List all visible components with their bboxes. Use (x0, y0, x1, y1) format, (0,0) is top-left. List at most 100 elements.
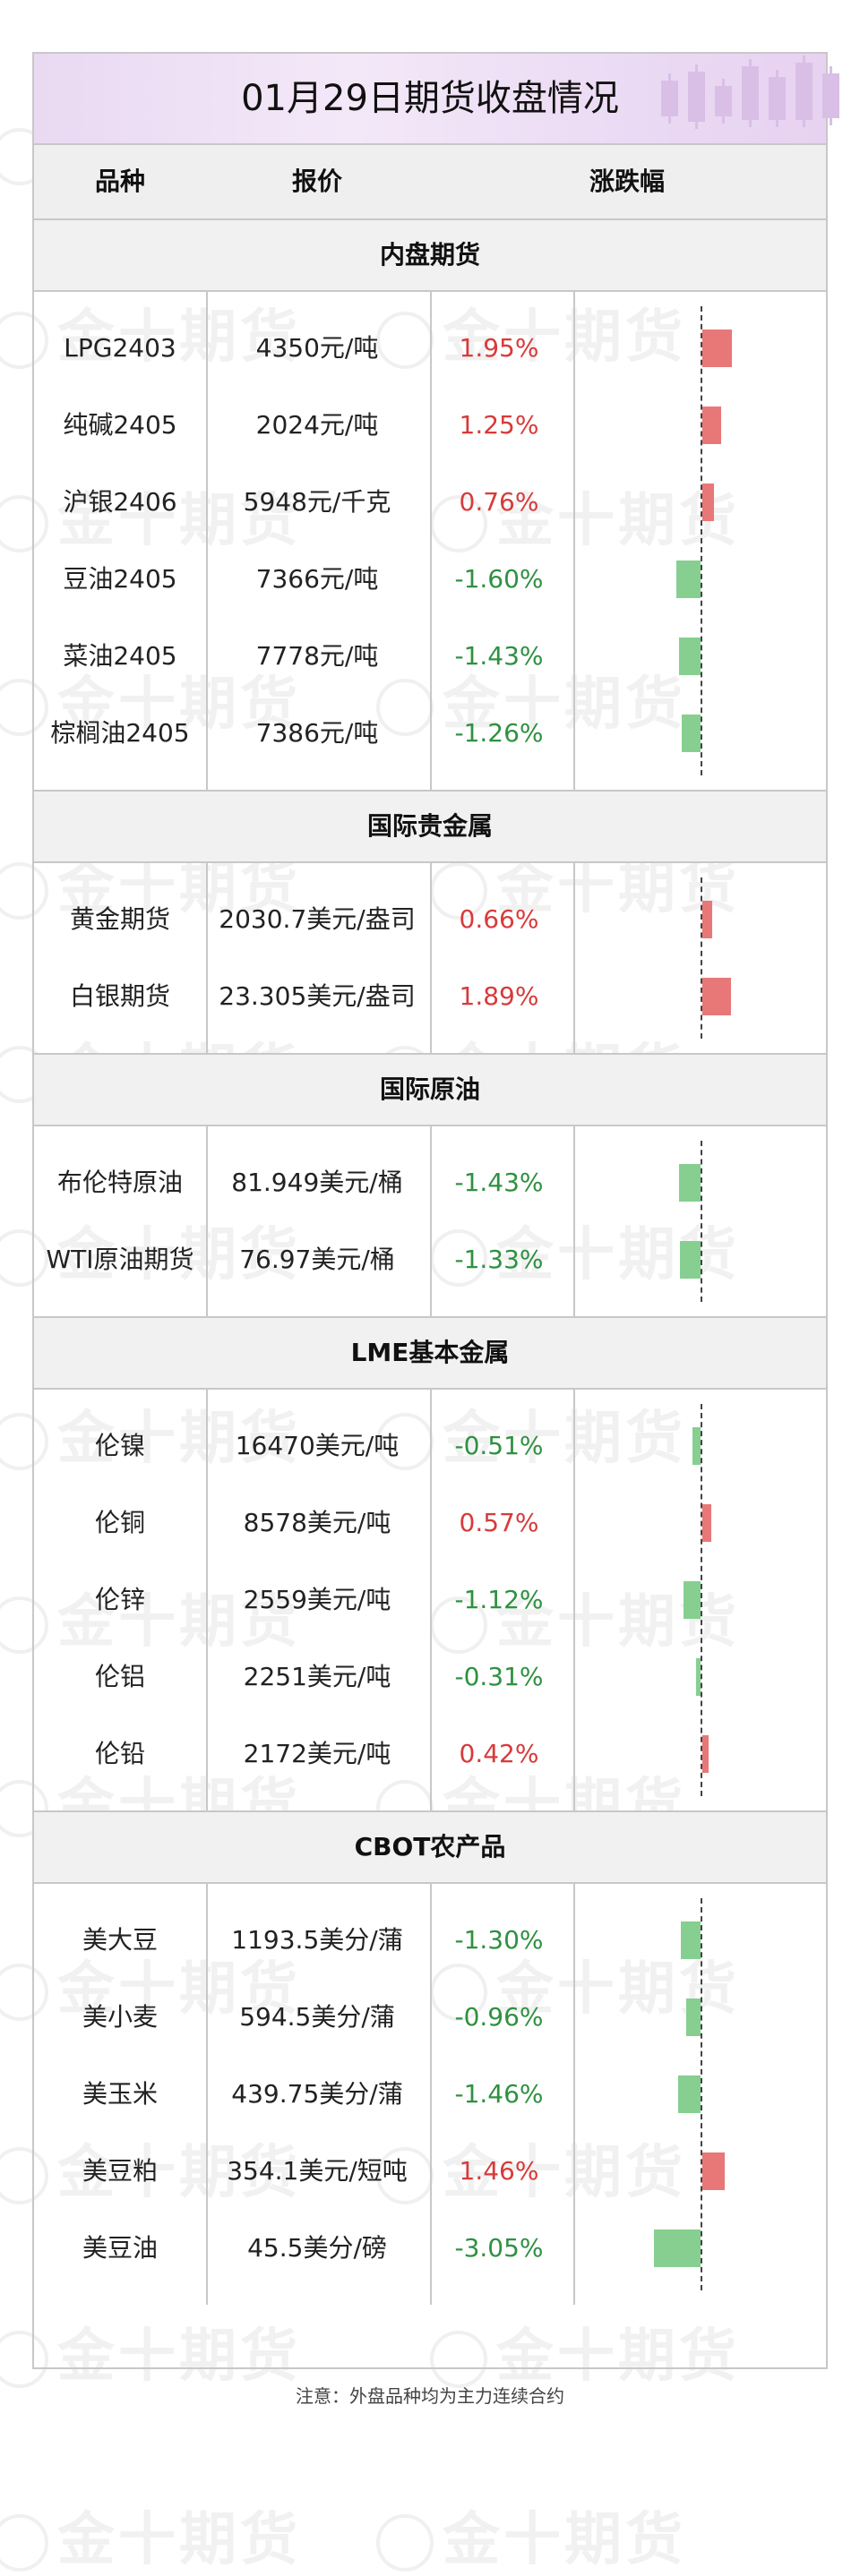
column-divider (206, 863, 208, 1053)
section-header: 内盘期货 (34, 218, 826, 292)
column-divider (206, 1884, 208, 2305)
instrument-name: 布伦特原油 (56, 1168, 183, 1197)
change-bar (680, 1241, 701, 1279)
column-divider (206, 1390, 208, 1810)
instrument-name: 美豆油 (82, 2233, 158, 2263)
instrument-name: 豆油2405 (63, 564, 177, 594)
column-divider (573, 863, 575, 1053)
title-banner: 01月29日期货收盘情况 (34, 54, 839, 145)
change-percent: 0.57% (459, 1508, 539, 1537)
column-divider (573, 1390, 575, 1810)
candle-body (661, 81, 678, 116)
price-value: 354.1美元/短吨 (227, 2156, 408, 2186)
instrument-name: 棕榈油2405 (50, 718, 190, 748)
price-value: 2251美元/吨 (243, 1662, 391, 1691)
change-bar (702, 329, 733, 367)
table-row: 伦铝 2251美元/吨 -0.31% (34, 1639, 826, 1716)
table-row: 菜油2405 7778元/吨 -1.43% (34, 618, 826, 695)
table-row: 豆油2405 7366元/吨 -1.60% (34, 541, 826, 618)
change-percent: -1.30% (454, 1925, 544, 1955)
instrument-name: 沪银2406 (63, 487, 177, 517)
table-row: 沪银2406 5948元/千克 0.76% (34, 464, 826, 541)
table-row: LPG2403 4350元/吨 1.95% (34, 310, 826, 387)
price-value: 594.5美分/蒲 (239, 2002, 395, 2032)
instrument-name: 伦锌 (94, 1585, 145, 1614)
candle-body (688, 72, 705, 122)
change-percent: -0.31% (454, 1662, 544, 1691)
price-value: 1193.5美分/蒲 (231, 1925, 403, 1955)
column-divider (573, 1126, 575, 1316)
table-row: 美豆粕 354.1美元/短吨 1.46% (34, 2133, 826, 2210)
table-row: 美豆油 45.5美分/磅 -3.05% (34, 2210, 826, 2287)
change-percent: -1.26% (454, 718, 544, 748)
header-change: 涨跌幅 (589, 167, 665, 196)
change-percent: -0.96% (454, 2002, 544, 2032)
instrument-name: LPG2403 (64, 333, 176, 363)
instrument-name: 白银期货 (69, 981, 170, 1011)
change-bar (681, 715, 701, 752)
instrument-name: 纯碱2405 (63, 410, 177, 440)
change-bar (678, 638, 701, 675)
price-value: 2172美元/吨 (243, 1739, 391, 1768)
page-title: 01月29日期货收盘情况 (241, 78, 619, 119)
zero-axis-line (701, 1404, 702, 1796)
candle-body (822, 73, 839, 118)
table-header: 品种 报价 涨跌幅 (34, 145, 826, 220)
change-bar (702, 978, 732, 1015)
instrument-name: 伦铝 (94, 1662, 145, 1691)
table-row: 伦锌 2559美元/吨 -1.12% (34, 1562, 826, 1639)
change-percent: -1.33% (454, 1245, 544, 1274)
change-percent: -1.46% (454, 2079, 544, 2109)
section-header: CBOT农产品 (34, 1810, 826, 1884)
candle-body (769, 77, 786, 120)
candle-body (742, 66, 759, 120)
price-value: 439.75美分/蒲 (231, 2079, 403, 2109)
price-value: 23.305美元/盎司 (219, 981, 416, 1011)
column-divider (573, 292, 575, 790)
table-row: 棕榈油2405 7386元/吨 -1.26% (34, 695, 826, 772)
column-divider (430, 863, 432, 1053)
table-frame (32, 52, 828, 2369)
price-value: 2024元/吨 (255, 410, 379, 440)
candle-body (715, 86, 732, 116)
table-row: 美玉米 439.75美分/蒲 -1.46% (34, 2056, 826, 2133)
section-title: 国际贵金属 (366, 811, 493, 841)
instrument-name: WTI原油期货 (46, 1245, 194, 1274)
change-percent: -1.43% (454, 641, 544, 671)
instrument-name: 菜油2405 (63, 641, 177, 671)
table-row: 美小麦 594.5美分/蒲 -0.96% (34, 1979, 826, 2056)
column-divider (573, 1884, 575, 2305)
instrument-name: 美小麦 (82, 2002, 158, 2032)
section-title: CBOT农产品 (354, 1832, 506, 1861)
instrument-name: 美大豆 (82, 1925, 158, 1955)
change-bar (702, 484, 714, 521)
change-percent: 0.76% (459, 487, 539, 517)
table-row: 布伦特原油 81.949美元/桶 -1.43% (34, 1144, 826, 1221)
table-row: 伦铜 8578美元/吨 0.57% (34, 1485, 826, 1562)
price-value: 4350元/吨 (255, 333, 379, 363)
change-bar (654, 2229, 701, 2267)
header-name: 品种 (94, 167, 145, 196)
change-percent: -1.60% (454, 564, 544, 594)
column-divider (430, 292, 432, 790)
table-row: 伦铅 2172美元/吨 0.42% (34, 1716, 826, 1793)
footnote: 注意：外盘品种均为主力连续合约 (296, 2385, 564, 2407)
price-value: 7386元/吨 (255, 718, 379, 748)
change-percent: 1.95% (459, 333, 539, 363)
table-row: 美大豆 1193.5美分/蒲 -1.30% (34, 1902, 826, 1979)
zero-axis-line (701, 1898, 702, 2290)
change-percent: 1.46% (459, 2156, 539, 2186)
instrument-name: 伦铅 (94, 1739, 145, 1768)
zero-axis-line (701, 1141, 702, 1302)
price-value: 76.97美元/桶 (239, 1245, 395, 1274)
change-percent: 1.25% (459, 410, 539, 440)
change-percent: 0.42% (459, 1739, 539, 1768)
change-bar (702, 2152, 725, 2190)
table-row: WTI原油期货 76.97美元/桶 -1.33% (34, 1221, 826, 1298)
change-percent: 0.66% (459, 904, 539, 934)
change-percent: -3.05% (454, 2233, 544, 2263)
column-divider (206, 1126, 208, 1316)
change-bar (678, 2075, 701, 2113)
change-bar (680, 1921, 701, 1959)
watermark-text: 金十期货 (443, 2507, 686, 2573)
